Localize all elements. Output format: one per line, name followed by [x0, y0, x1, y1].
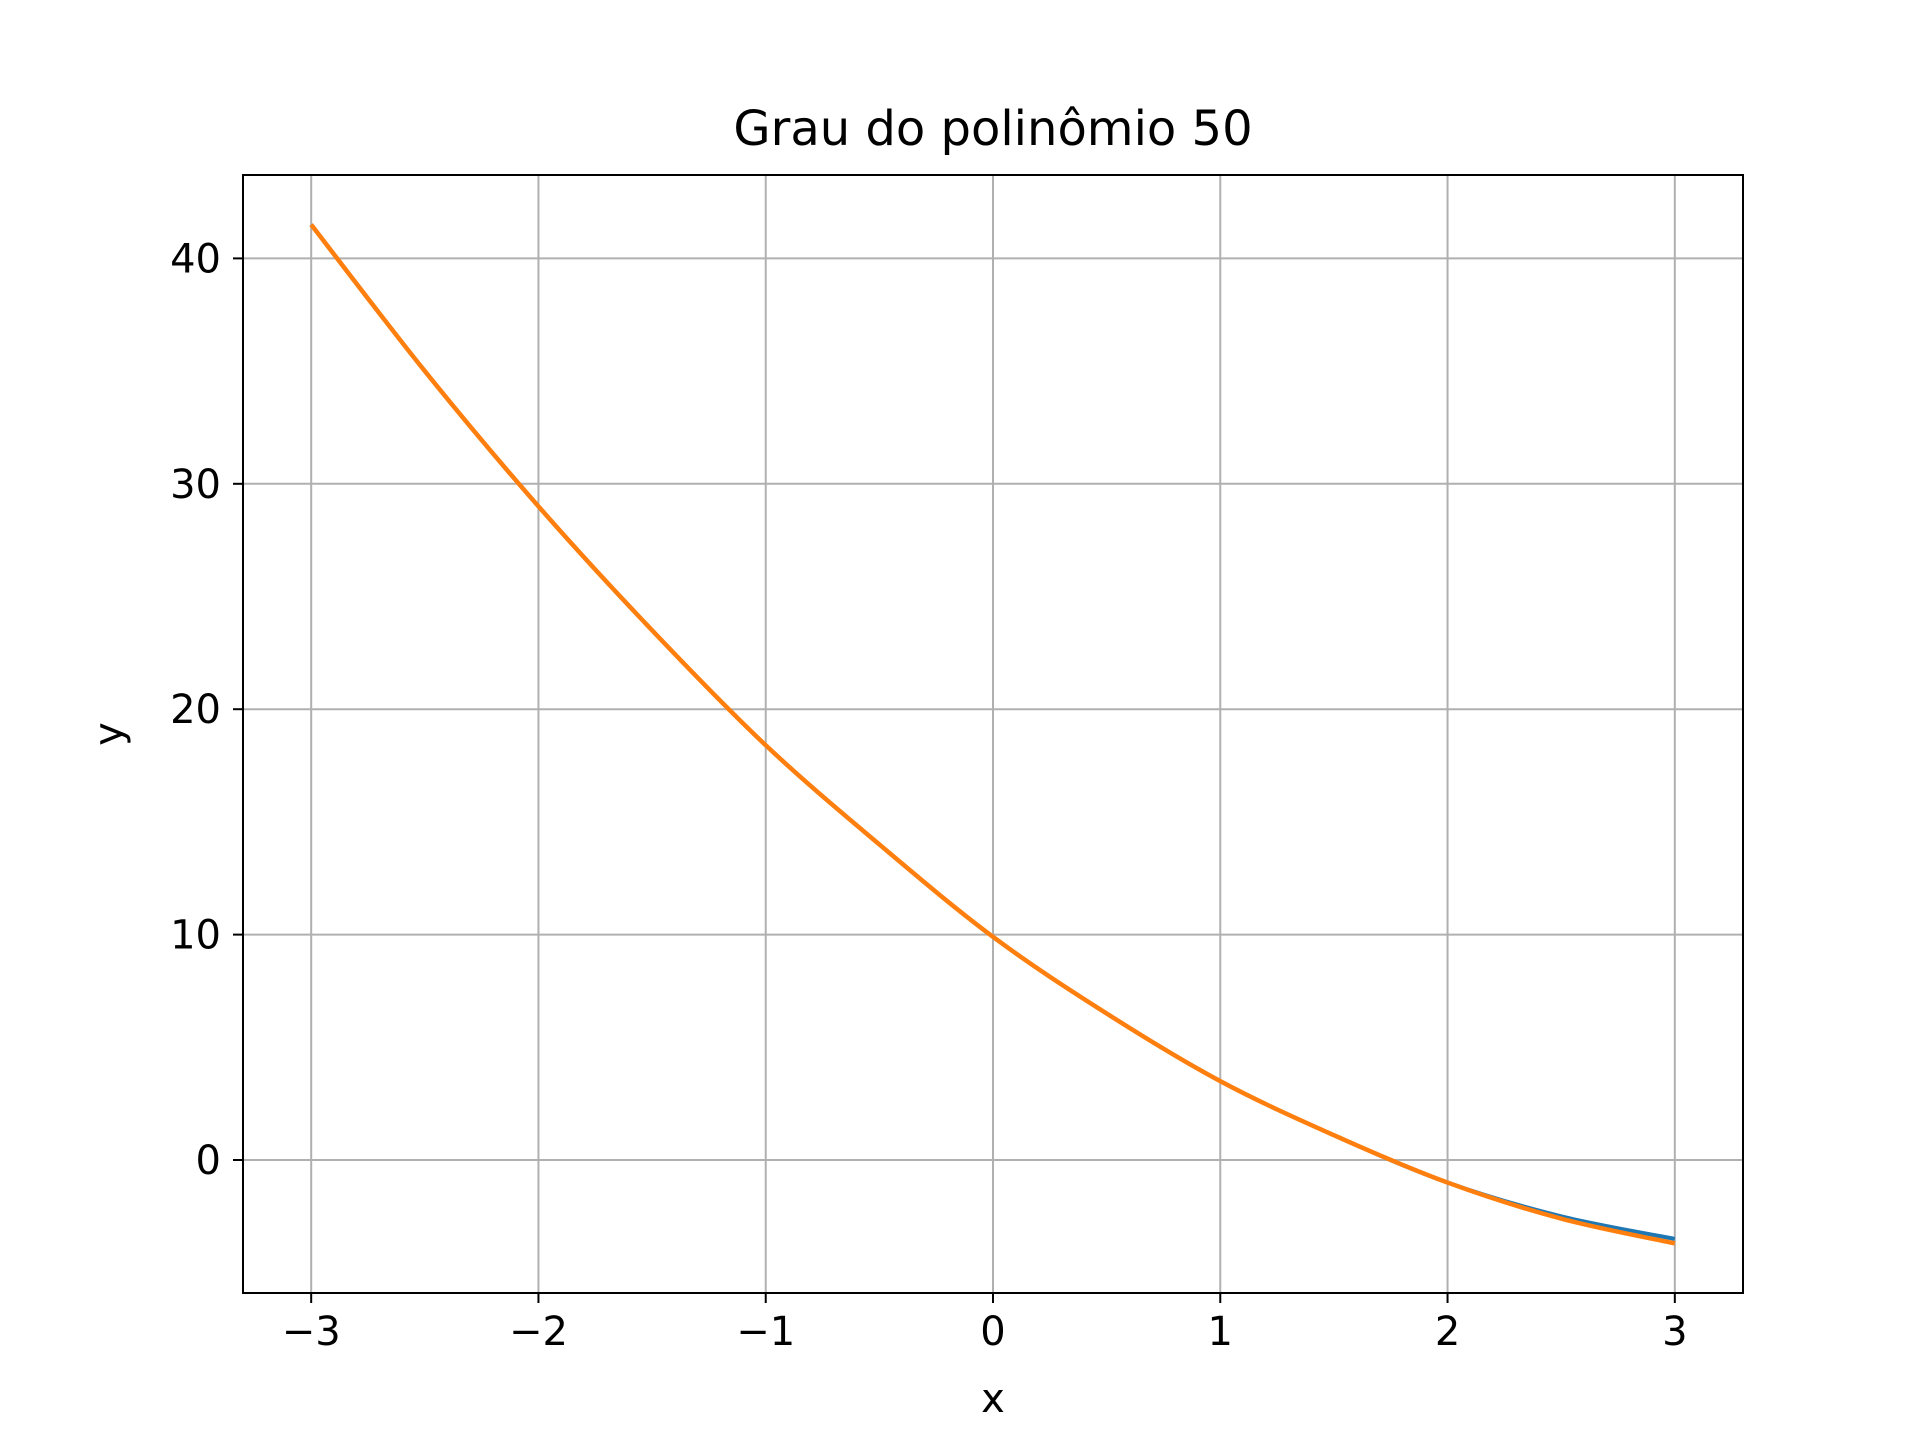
- y-tick-label: 30: [170, 462, 221, 508]
- x-tick-label: 0: [980, 1309, 1005, 1355]
- x-axis-label: x: [981, 1376, 1005, 1422]
- series-layer: [309, 223, 1676, 1246]
- x-tick-label: −1: [736, 1309, 795, 1355]
- chart-title: Grau do polinômio 50: [733, 101, 1252, 157]
- x-tick-label: 2: [1435, 1309, 1460, 1355]
- y-tick-label: 20: [170, 687, 221, 733]
- x-tick-label: 1: [1208, 1309, 1233, 1355]
- y-axis-label: y: [86, 722, 132, 746]
- y-tick-label: 0: [196, 1138, 221, 1184]
- series-line-2: [309, 223, 1676, 1246]
- y-tick-label: 10: [170, 913, 221, 959]
- x-tick-label: −3: [282, 1309, 341, 1355]
- x-tick-label: −2: [509, 1309, 568, 1355]
- y-tick-label: 40: [170, 236, 221, 282]
- x-tick-label: 3: [1662, 1309, 1687, 1355]
